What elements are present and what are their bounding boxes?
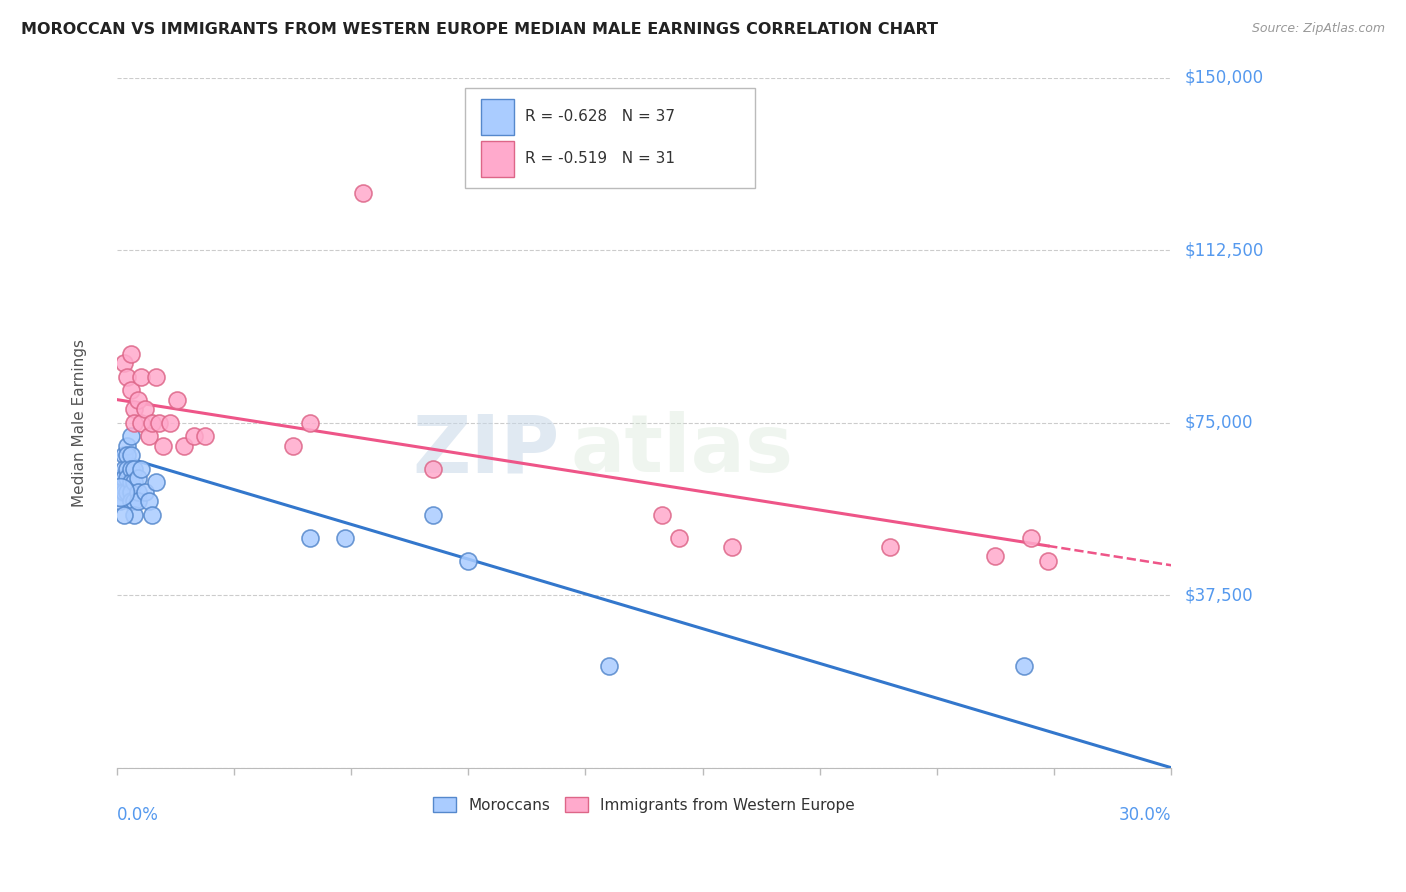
Point [1012,659,1035,673]
Text: 0.0%: 0.0% [117,805,159,823]
Point [112,461,135,475]
Point [117,369,139,384]
Point [299,531,322,545]
Point [120,484,142,499]
Point [117,461,139,475]
Legend: Moroccans, Immigrants from Western Europe: Moroccans, Immigrants from Western Europ… [427,790,862,819]
Text: 30.0%: 30.0% [1119,805,1171,823]
Point [145,475,167,490]
Text: R = -0.519   N = 31: R = -0.519 N = 31 [524,151,675,166]
Point [131,461,153,475]
Point [281,439,304,453]
Point [120,429,142,443]
Point [120,448,142,462]
Point [117,448,139,462]
Point [127,493,149,508]
Point [159,416,181,430]
Point [335,531,357,545]
Point [120,493,142,508]
Point [299,416,322,430]
Point [134,401,156,416]
Point [1038,554,1060,568]
Point [124,508,146,522]
Point [112,356,135,370]
Point [117,471,139,485]
Text: $112,500: $112,500 [1185,241,1264,259]
Point [1019,531,1042,545]
Point [352,186,374,200]
Point [152,439,174,453]
Point [120,346,142,360]
Point [124,475,146,490]
Point [117,439,139,453]
Point [117,484,139,499]
Point [721,540,744,554]
Point [124,416,146,430]
Point [141,508,163,522]
Point [131,369,153,384]
Point [183,429,205,443]
Point [110,471,132,485]
Text: MOROCCAN VS IMMIGRANTS FROM WESTERN EUROPE MEDIAN MALE EARNINGS CORRELATION CHAR: MOROCCAN VS IMMIGRANTS FROM WESTERN EURO… [21,22,938,37]
Text: $150,000: $150,000 [1185,69,1264,87]
Point [124,401,146,416]
Point [166,392,188,407]
Text: Median Male Earnings: Median Male Earnings [73,339,87,507]
Point [138,429,160,443]
FancyBboxPatch shape [481,99,515,135]
Text: Source: ZipAtlas.com: Source: ZipAtlas.com [1251,22,1385,36]
Point [112,448,135,462]
FancyBboxPatch shape [465,88,755,188]
Point [651,508,673,522]
Point [145,369,167,384]
Point [112,471,135,485]
Point [124,493,146,508]
Point [194,429,217,443]
Text: $37,500: $37,500 [1185,586,1254,604]
Point [879,540,901,554]
Text: R = -0.628   N = 37: R = -0.628 N = 37 [524,109,675,124]
Point [110,484,132,499]
Point [148,416,170,430]
FancyBboxPatch shape [481,141,515,177]
Point [110,484,132,499]
Point [127,392,149,407]
Point [127,471,149,485]
Point [120,384,142,398]
Point [598,659,620,673]
Text: ZIP: ZIP [412,411,560,489]
Point [112,484,135,499]
Point [984,549,1007,563]
Point [127,484,149,499]
Point [120,475,142,490]
Point [422,508,444,522]
Point [134,484,156,499]
Point [173,439,195,453]
Text: atlas: atlas [571,411,793,489]
Point [138,493,160,508]
Point [110,493,132,508]
Point [457,554,479,568]
Point [141,416,163,430]
Point [422,461,444,475]
Text: $75,000: $75,000 [1185,414,1254,432]
Point [124,461,146,475]
Point [131,416,153,430]
Point [112,508,135,522]
Point [668,531,690,545]
Point [120,461,142,475]
